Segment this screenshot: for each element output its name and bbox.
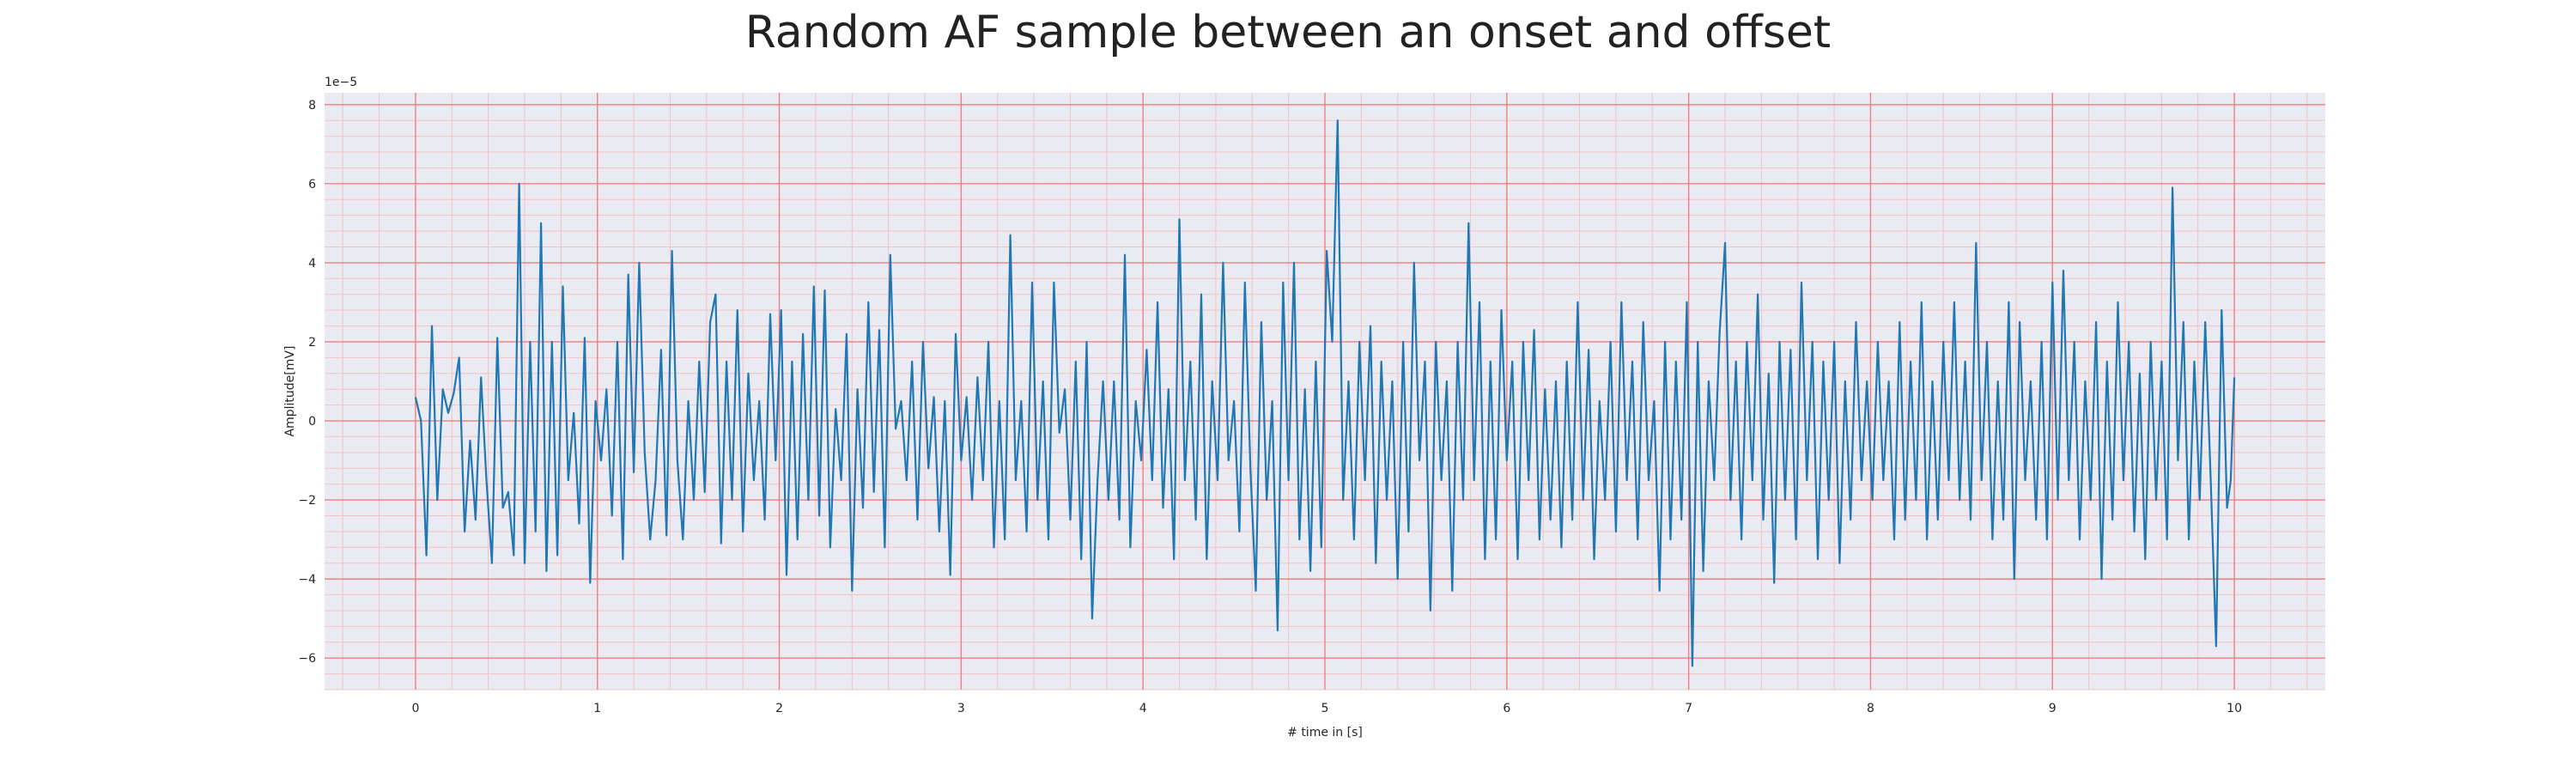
x-tick-label: 9: [2049, 702, 2057, 715]
series-line-0: [414, 119, 2236, 667]
y-axis-ticks: −6 −4 −2 0 2 4 6 8: [298, 99, 316, 666]
y-tick-label: 6: [308, 178, 316, 192]
y-axis-label: Amplitude[mV]: [283, 346, 297, 437]
x-tick-label: 1: [593, 702, 601, 715]
y-tick-label: 8: [308, 99, 316, 113]
x-axis-ticks: 0 1 2 3 4 5 6 7 8 9 10: [411, 702, 2242, 715]
x-tick-label: 8: [1867, 702, 1874, 715]
y-scale-factor-label: 1e−5: [325, 76, 357, 89]
y-tick-label: −6: [298, 652, 316, 666]
x-tick-label: 10: [2227, 702, 2242, 715]
x-tick-label: 0: [411, 702, 419, 715]
series-layer: [414, 119, 2236, 667]
x-tick-label: 4: [1139, 702, 1147, 715]
x-tick-label: 6: [1503, 702, 1510, 715]
chart-title: Random AF sample between an onset and of…: [744, 7, 1832, 58]
x-tick-label: 3: [957, 702, 965, 715]
x-axis-label: # time in [s]: [1287, 726, 1363, 740]
y-tick-label: −4: [298, 573, 316, 587]
y-tick-label: −2: [298, 494, 316, 508]
y-tick-label: 2: [308, 336, 316, 350]
x-tick-label: 2: [775, 702, 783, 715]
x-tick-label: 7: [1685, 702, 1692, 715]
y-tick-label: 4: [308, 257, 316, 271]
x-tick-label: 5: [1321, 702, 1329, 715]
y-tick-label: 0: [308, 415, 316, 429]
